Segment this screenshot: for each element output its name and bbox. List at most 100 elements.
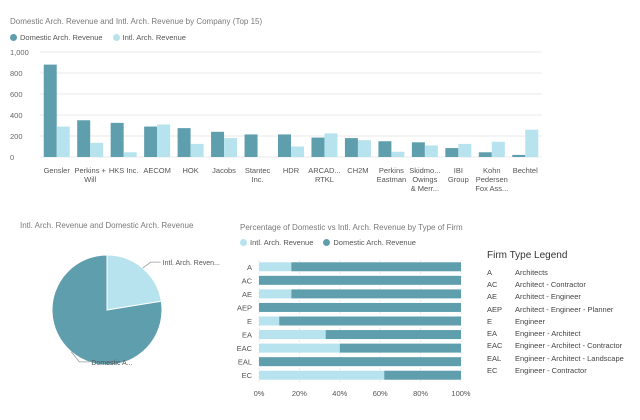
firm-type-code: E [487, 316, 493, 326]
bar-domestic [512, 154, 526, 157]
y-category-label: AE [242, 290, 252, 299]
pie-chart-title: Intl. Arch. Revenue and Domestic Arch. R… [20, 221, 194, 230]
bar-intl [190, 143, 204, 157]
stacked-bar-domestic [259, 275, 461, 285]
firm-type-desc: Architect - Engineer [515, 292, 581, 302]
legend-dot-domestic [10, 34, 17, 41]
pie-slice-intl [106, 254, 162, 311]
stacked-legend-label-intl: Intl. Arch. Revenue [250, 238, 314, 247]
firm-type-row: EC Engineer - Contractor [487, 364, 624, 376]
stacked-bar-intl [259, 262, 292, 272]
stacked-bar-domestic [325, 330, 461, 340]
firm-type-code: AC [487, 279, 498, 289]
y-category-label: E [247, 317, 252, 326]
firm-type-row: EAL Engineer - Architect - Landscape [487, 352, 624, 364]
x-tick-label: Stantec [245, 166, 271, 175]
stacked-bar-intl [259, 343, 340, 353]
bar-domestic [378, 141, 392, 157]
y-category-label: AC [242, 276, 253, 285]
y-tick-label: 1,000 [10, 48, 29, 57]
bar-domestic [411, 142, 425, 157]
bar-intl [424, 145, 438, 157]
pie-leader-line [71, 351, 90, 363]
pie-label: Intl. Arch. Reven... [163, 260, 220, 267]
stacked-bar-domestic [339, 343, 461, 353]
bar-intl [525, 129, 539, 157]
bar-domestic [244, 134, 258, 157]
bar-intl [391, 151, 405, 157]
firm-type-desc: Engineer - Architect - Contractor [515, 341, 623, 351]
firm-type-desc: Architect - Engineer - Planner [515, 304, 614, 314]
x-tick-label: AECOM [143, 166, 171, 175]
stacked-bar-intl [259, 370, 385, 380]
firm-type-desc: Engineer - Contractor [515, 366, 587, 376]
stacked-chart-legend[interactable]: Intl. Arch. Revenue Domestic Arch. Reven… [240, 238, 416, 247]
legend-label-intl: Intl. Arch. Revenue [122, 33, 186, 42]
stacked-bar-intl [259, 316, 280, 326]
y-tick-label: 800 [10, 69, 23, 78]
bar-domestic [144, 126, 158, 157]
legend-item-intl[interactable]: Intl. Arch. Revenue [112, 33, 186, 42]
firm-type-row: AE Architect - Engineer [487, 291, 624, 303]
firm-type-code: EAC [487, 341, 503, 351]
bar-chart-legend[interactable]: Domestic Arch. Revenue Intl. Arch. Reven… [10, 33, 186, 42]
x-tick-label: Pedersen [476, 175, 508, 184]
bar-domestic [77, 120, 91, 157]
stacked-bar-domestic [291, 262, 461, 272]
bar-intl [56, 126, 70, 157]
x-tick-label: 20% [292, 389, 307, 398]
bar-domestic [177, 128, 191, 157]
stacked-bar-domestic [291, 289, 461, 299]
firm-type-code: AE [487, 292, 498, 302]
x-tick-label: Jacobs [212, 166, 236, 175]
firm-type-desc: Architect - Contractor [515, 279, 586, 289]
pie-chart[interactable]: Intl. Arch. Reven... Domestic A... [0, 230, 230, 415]
firm-type-legend: Firm Type Legend A Architects AC Architect … [487, 250, 624, 377]
x-tick-label: RTKL [315, 175, 334, 184]
pie-leader-line [142, 261, 161, 269]
x-tick-label: HOK [182, 166, 198, 175]
firm-type-desc: Architects [515, 267, 548, 277]
stacked-legend-item-intl[interactable]: Intl. Arch. Revenue [240, 238, 313, 247]
x-tick-label: Group [448, 175, 469, 184]
y-tick-label: 600 [10, 90, 23, 99]
stacked-legend-dot-intl [240, 239, 247, 246]
stacked-legend-label-domestic: Domestic Arch. Revenue [333, 238, 416, 247]
bar-chart-title: Domestic Arch. Revenue and Intl. Arch. R… [10, 17, 263, 26]
bar-domestic [278, 134, 291, 157]
stacked-legend-item-domestic[interactable]: Domestic Arch. Revenue [323, 238, 416, 247]
bar-domestic [445, 148, 459, 157]
bar-domestic [43, 64, 57, 157]
y-tick-label: 200 [10, 132, 23, 141]
x-tick-label: HDR [283, 166, 300, 175]
bar-domestic [110, 122, 124, 157]
firm-type-desc: Engineer - Architect [515, 329, 581, 339]
y-category-label: EC [242, 371, 253, 380]
bar-domestic [478, 152, 492, 157]
bar-intl [123, 152, 137, 157]
x-tick-label: ARCAD... [308, 166, 341, 175]
stacked-legend-dot-domestic [323, 239, 331, 246]
y-category-label: A [247, 263, 252, 272]
firm-type-code: AEP [487, 304, 503, 314]
x-tick-label: 100% [451, 389, 471, 398]
legend-item-domestic[interactable]: Domestic Arch. Revenue [10, 33, 103, 42]
stacked-bar-domestic [259, 302, 461, 312]
x-tick-label: IBI [454, 166, 463, 175]
firm-type-row: EAC Engineer - Architect - Contractor [487, 340, 624, 352]
bar-domestic [211, 131, 225, 157]
firm-type-row: AEP Architect - Engineer - Planner [487, 303, 624, 315]
stacked-chart-title: Percentage of Domestic vs Intl. Arch. Re… [240, 223, 463, 232]
firm-type-legend-title: Firm Type Legend [487, 250, 568, 261]
legend-label-domestic: Domestic Arch. Revenue [20, 33, 103, 42]
bar-intl [458, 143, 472, 157]
y-category-label: EAC [237, 344, 253, 353]
x-tick-label: 0% [254, 389, 265, 398]
firm-type-code: EC [487, 366, 498, 376]
bar-chart[interactable]: 0 200 400 600 800 1,000 Gensler Perkins +Will HK… [0, 0, 640, 210]
x-tick-label: 60% [373, 389, 388, 398]
x-tick-label: Gensler [44, 166, 71, 175]
x-tick-label: Owings [412, 175, 437, 184]
x-tick-label: & Merr... [411, 184, 439, 193]
